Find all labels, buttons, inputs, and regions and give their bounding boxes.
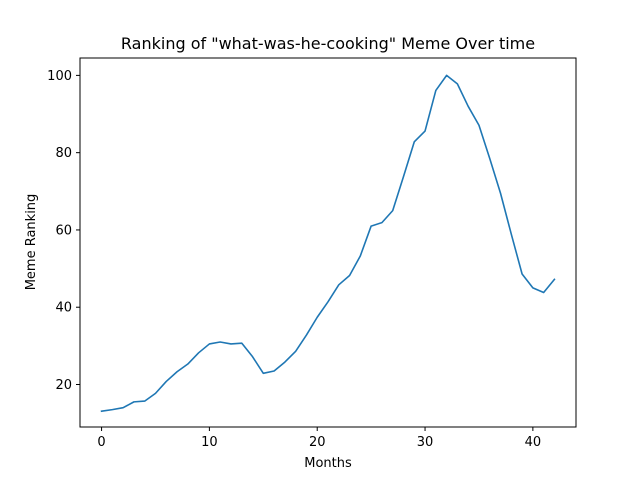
y-axis-ticks: 20 40 60 80 100 xyxy=(47,69,80,393)
y-tick-label: 100 xyxy=(47,69,72,84)
plot-area-frame xyxy=(79,57,577,428)
x-axis-label: Months xyxy=(304,456,352,471)
y-tick-label: 20 xyxy=(55,378,72,393)
x-tick-label: 0 xyxy=(97,435,105,450)
series-line xyxy=(100,74,556,413)
chart-title: Ranking of "what-was-he-cooking" Meme Ov… xyxy=(121,34,535,53)
y-axis-label: Meme Ranking xyxy=(24,194,39,291)
y-tick-label: 80 xyxy=(55,146,72,161)
y-tick-label: 60 xyxy=(55,223,72,238)
x-tick-label: 10 xyxy=(201,435,218,450)
x-tick-label: 30 xyxy=(417,435,434,450)
y-tick-label: 40 xyxy=(55,301,72,316)
x-tick-label: 40 xyxy=(525,435,542,450)
x-tick-label: 20 xyxy=(309,435,326,450)
x-axis-ticks: 0 10 20 30 40 xyxy=(97,427,541,450)
